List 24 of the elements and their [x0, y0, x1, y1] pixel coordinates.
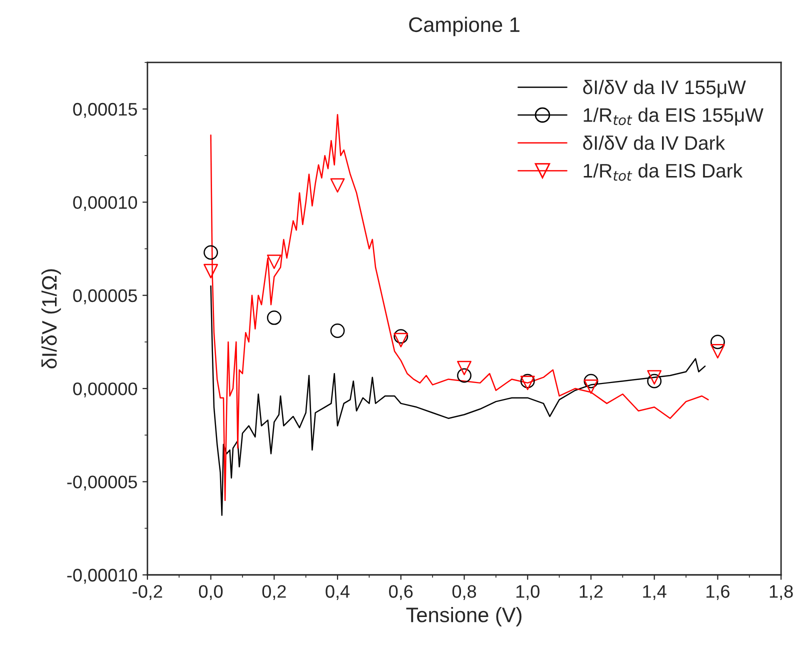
x-tick-label: 0,4	[326, 585, 350, 600]
y-tick-label: 0,00000	[73, 382, 138, 398]
x-tick-label: 0,2	[262, 585, 286, 600]
legend-label: 1/R$_{tot}$ da EIS 155μW	[584, 108, 764, 126]
x-tick-label: -0,2	[132, 585, 162, 600]
x-tick-label: 1,4	[643, 585, 666, 600]
x-tick-label: 0,6	[389, 585, 413, 600]
x-tick-label: 0,0	[198, 585, 223, 600]
y-axis-title: δI/δV (1/Ω)	[41, 269, 61, 368]
y-tick-label: 0,00010	[73, 196, 138, 212]
x-axis-title: Tensione (V)	[406, 606, 522, 626]
legend-label: 1/R$_{tot}$ da EIS Dark	[584, 163, 743, 181]
x-tick-label: 1,8	[770, 585, 793, 600]
x-tick-label: 1,6	[706, 585, 730, 600]
x-tick-label: 0,8	[452, 585, 476, 600]
x-tick-label: 1,2	[580, 585, 603, 600]
x-tick-label: 1,0	[516, 585, 540, 600]
legend-label: δI/δV da IV 155μW	[583, 80, 746, 98]
legend-label: δI/δV da IV Dark	[583, 136, 726, 150]
y-tick-label: 0,00015	[73, 102, 137, 118]
y-tick-label: -0,00005	[67, 476, 137, 491]
chart-title: Campione 1	[409, 16, 520, 36]
y-tick-label: -0,00010	[67, 568, 138, 584]
y-tick-label: 0,00005	[73, 289, 137, 304]
